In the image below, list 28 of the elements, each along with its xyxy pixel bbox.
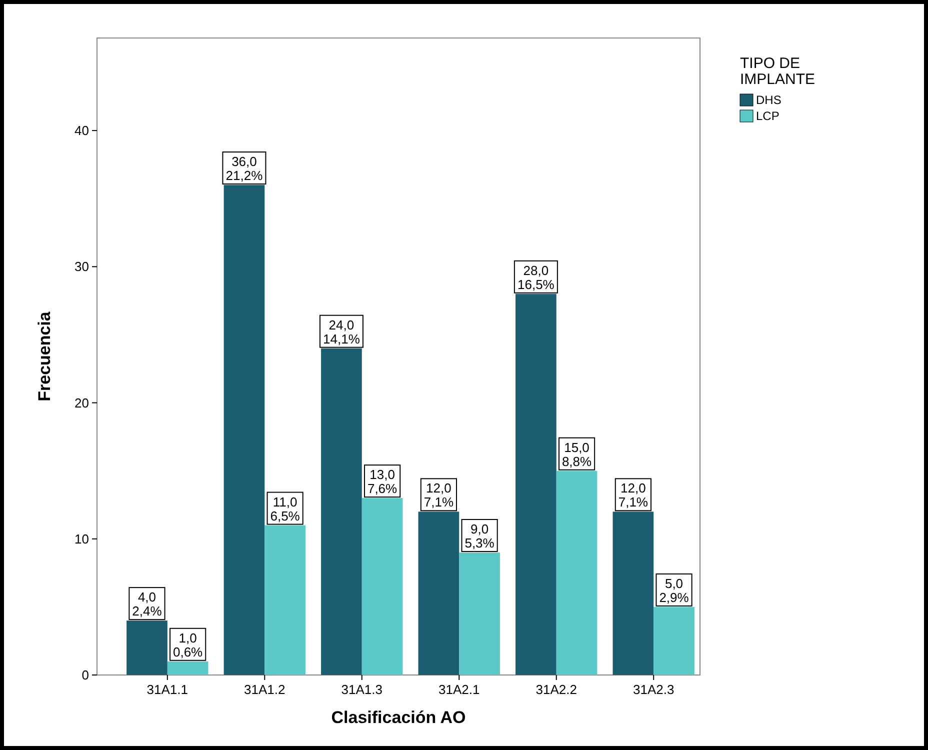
y-tick-label: 0 [82, 668, 89, 683]
y-axis-title: Frecuencia [35, 311, 54, 402]
x-tick-label: 31A1.3 [341, 682, 382, 697]
y-tick-label: 30 [74, 259, 89, 274]
data-label: 12,0 7,1% [424, 480, 454, 510]
legend-title: TIPO DE IMPLANTE [740, 55, 816, 88]
x-axis-title: Clasificación AO [331, 708, 466, 727]
legend-label: LCP [756, 109, 780, 123]
data-label: 36,0 21,2% [226, 154, 264, 183]
data-label: 24,0 14,1% [323, 317, 360, 346]
data-label: 28,0 16,5% [518, 262, 555, 292]
data-label: 11,0 6,5% [270, 494, 300, 524]
data-label: 9,0 5,3% [464, 522, 495, 550]
y-tick-label: 40 [74, 123, 89, 138]
y-tick-label: 10 [74, 531, 89, 546]
x-tick-label: 31A2.1 [438, 682, 480, 697]
legend-label: DHS [756, 93, 782, 107]
y-tick-label: 20 [74, 395, 89, 410]
x-tick-label: 31A2.3 [633, 682, 674, 697]
data-label: 5,0 2,9% [659, 576, 690, 605]
x-tick-label: 31A1.1 [146, 682, 188, 697]
data-label: 1,0 0,6% [173, 630, 204, 660]
data-label: 15,0 8,8% [562, 440, 592, 469]
x-tick-label: 31A2.2 [536, 682, 577, 697]
data-label: 4,0 2,4% [132, 590, 162, 619]
data-label: 13,0 7,6% [367, 467, 398, 496]
data-label: 12,0 7,1% [618, 480, 648, 510]
x-tick-label: 31A1.2 [244, 682, 286, 697]
